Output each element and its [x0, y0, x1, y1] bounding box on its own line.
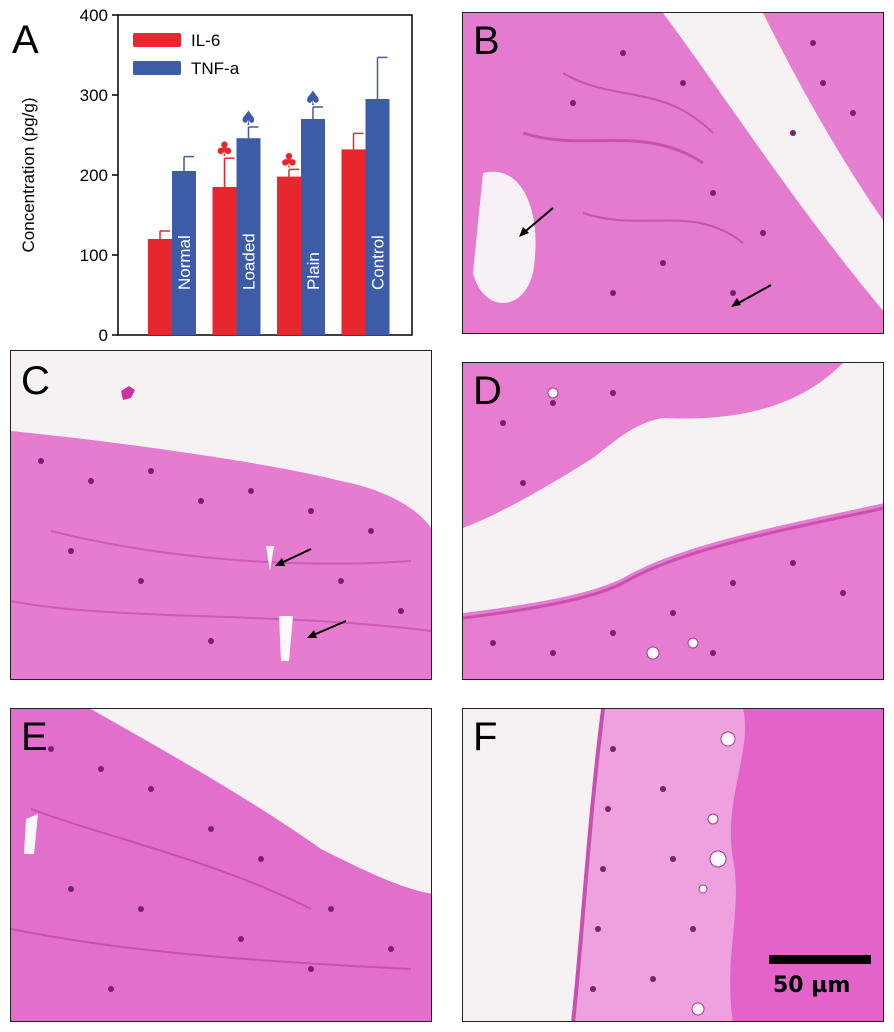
bar-tnf-a-plain	[301, 119, 325, 335]
significance-marker: ♣	[216, 137, 234, 161]
micrograph-b: B	[462, 12, 884, 334]
scale-bar-label: 50 µm	[773, 973, 851, 998]
bar-il-6-control	[341, 149, 366, 335]
y-tick-label: 0	[99, 326, 108, 345]
micrograph-e: E	[10, 708, 432, 1022]
panel-label-a: A	[12, 18, 39, 62]
significance-marker: ♠	[240, 106, 258, 130]
legend-swatch-tnf-a	[133, 61, 181, 75]
category-label-plain: Plain	[304, 252, 323, 290]
y-tick-label: 300	[80, 86, 108, 105]
bar-tnf-a-control	[365, 99, 390, 335]
y-tick-label: 100	[80, 246, 108, 265]
panel-label-c: C	[21, 359, 50, 403]
bar-il-6-normal	[148, 239, 172, 335]
legend-label-il-6: IL-6	[191, 31, 220, 50]
bar-tnf-a-normal	[172, 171, 196, 335]
micrograph-f: F 50 µm	[462, 708, 884, 1022]
y-axis-title: Concentration (pg/g)	[19, 98, 38, 253]
y-tick-label: 400	[80, 6, 108, 25]
legend-swatch-il-6	[133, 33, 181, 47]
y-tick-label: 200	[80, 166, 108, 185]
panel-label-f: F	[473, 715, 498, 759]
micrograph-c: C	[10, 350, 432, 680]
micrograph-d: D	[462, 362, 884, 680]
panel-label-b: B	[473, 19, 500, 63]
significance-marker: ♠	[304, 86, 322, 110]
cytokine-bar-chart: 0 100 200 300 400 Concentration (pg/g) Normal ♣…	[19, 6, 413, 345]
bar-tnf-a-loaded	[236, 138, 261, 335]
bar-il-6-plain	[277, 176, 301, 335]
panel-label-d: D	[473, 369, 502, 413]
category-label-loaded: Loaded	[240, 233, 259, 290]
significance-marker: ♣	[280, 148, 298, 172]
bar-il-6-loaded	[212, 187, 237, 335]
legend-label-tnf-a: TNF-a	[191, 59, 240, 78]
category-label-normal: Normal	[175, 235, 194, 290]
scale-bar	[769, 955, 871, 964]
category-label-control: Control	[369, 235, 388, 290]
panel-label-e: E	[21, 715, 48, 759]
